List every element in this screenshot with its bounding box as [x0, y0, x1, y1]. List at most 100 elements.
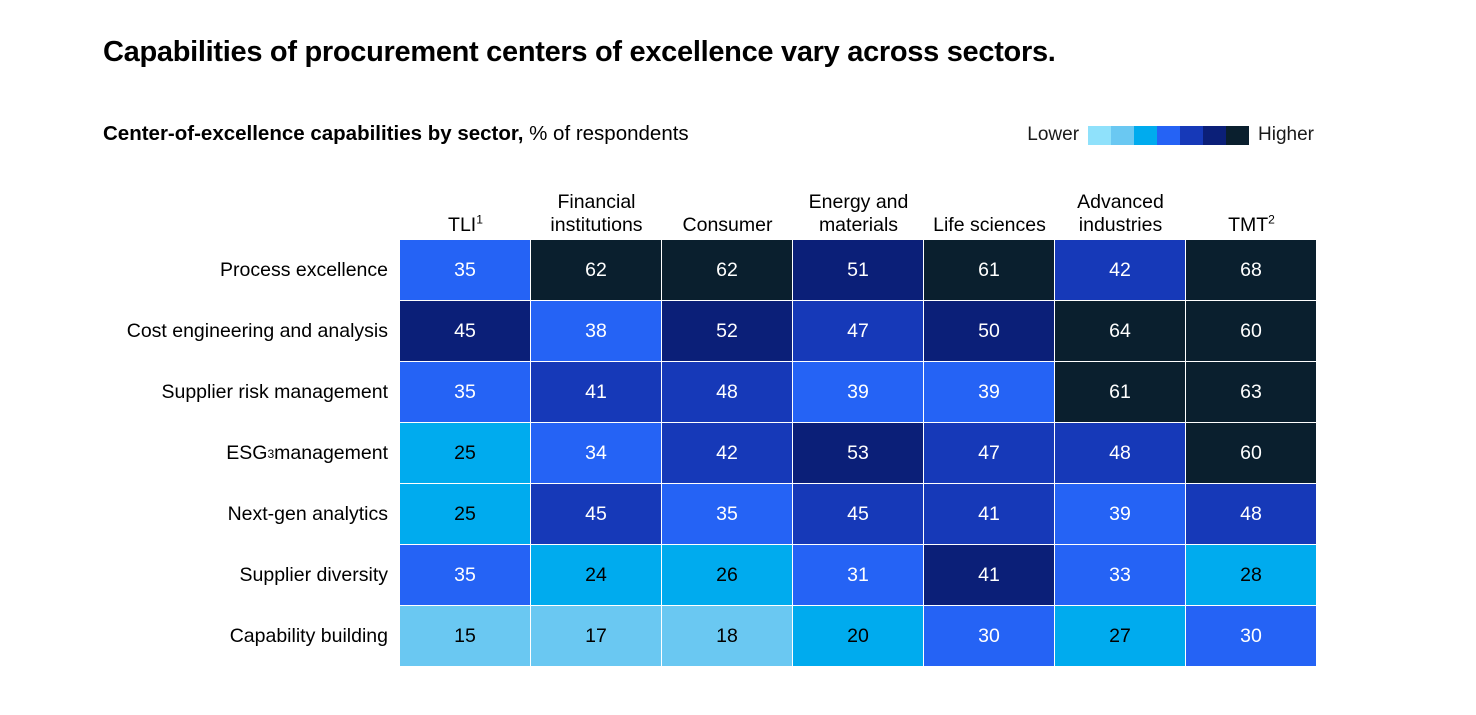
heatmap-cell: 20 — [793, 606, 924, 667]
heatmap-cell: 47 — [924, 423, 1055, 484]
heatmap-row: Process excellence 35 62 62 51 61 42 68 — [103, 240, 1317, 301]
chart-subtitle-light: % of respondents — [523, 122, 689, 145]
column-header-line1: Financial — [557, 191, 636, 213]
heatmap-cell: 62 — [662, 240, 793, 301]
legend-low-label: Lower — [1027, 124, 1080, 145]
heatmap-cell: 60 — [1186, 301, 1317, 362]
column-header-line2: Consumer — [682, 214, 773, 236]
legend-high-label: Higher — [1258, 124, 1314, 145]
heatmap-grid: TLI1 Financial institutions Consumer Energy… — [103, 178, 1317, 667]
heatmap-cell: 48 — [1055, 423, 1186, 484]
legend-swatch-4 — [1157, 125, 1181, 145]
heatmap-cell: 39 — [793, 362, 924, 423]
legend-swatch-2 — [1111, 125, 1135, 145]
heatmap-cell: 35 — [400, 240, 531, 301]
column-header-line2: TMT2 — [1228, 212, 1275, 236]
heatmap-cell: 41 — [924, 545, 1055, 606]
legend-color-scale — [1088, 125, 1250, 145]
row-label-7: Capability building — [229, 625, 388, 647]
column-header-line2: Life sciences — [933, 214, 1046, 236]
column-header-footnote-ref: 1 — [476, 212, 483, 227]
heatmap-cell: 45 — [400, 301, 531, 362]
heatmap-cell: 45 — [531, 484, 662, 545]
heatmap-cell: 35 — [400, 545, 531, 606]
heatmap-cell: 24 — [531, 545, 662, 606]
heatmap-row: Supplier risk management 35 41 48 39 39 61 63 — [103, 362, 1317, 423]
heatmap-cell: 15 — [400, 606, 531, 667]
column-header-5: Life sciences — [924, 178, 1055, 240]
heatmap-cell: 34 — [531, 423, 662, 484]
heatmap-cell: 68 — [1186, 240, 1317, 301]
column-header-line2: institutions — [550, 214, 643, 236]
column-header-line2: materials — [818, 214, 899, 236]
heatmap-cell: 63 — [1186, 362, 1317, 423]
column-header-1: TLI1 — [400, 178, 531, 240]
heatmap-cell: 26 — [662, 545, 793, 606]
legend-swatch-6 — [1203, 125, 1227, 145]
heatmap-cell: 28 — [1186, 545, 1317, 606]
row-label-5: Next-gen analytics — [227, 503, 388, 525]
heatmap-corner-spacer — [103, 178, 400, 240]
column-header-footnote-ref: 2 — [1268, 212, 1275, 227]
heatmap-cell: 39 — [924, 362, 1055, 423]
heatmap-cell: 39 — [1055, 484, 1186, 545]
heatmap-row: Cost engineering and analysis 45 38 52 47 50 6… — [103, 301, 1317, 362]
row-label-6: Supplier diversity — [239, 564, 388, 586]
heatmap-row: Supplier diversity 35 24 26 31 41 33 28 — [103, 545, 1317, 606]
column-header-line1: Advanced — [1077, 191, 1164, 213]
legend-swatch-5 — [1180, 125, 1204, 145]
heatmap-cell: 42 — [662, 423, 793, 484]
heatmap-cell: 51 — [793, 240, 924, 301]
heatmap-cell: 61 — [924, 240, 1055, 301]
heatmap-cell: 52 — [662, 301, 793, 362]
heatmap-cell: 60 — [1186, 423, 1317, 484]
legend-swatch-3 — [1134, 125, 1158, 145]
heatmap-cell: 35 — [662, 484, 793, 545]
heatmap-cell: 48 — [662, 362, 793, 423]
heatmap-cell: 30 — [1186, 606, 1317, 667]
heatmap-row: ESG 3 management 25 34 42 53 47 48 60 — [103, 423, 1317, 484]
legend-swatch-1 — [1088, 125, 1112, 145]
heatmap-cell: 61 — [1055, 362, 1186, 423]
heatmap-cell: 30 — [924, 606, 1055, 667]
column-header-line2: TLI1 — [448, 212, 483, 236]
heatmap-cell: 18 — [662, 606, 793, 667]
column-header-4: Energy and materials — [793, 178, 924, 240]
row-label-1: Process excellence — [220, 259, 388, 281]
row-label-3: Supplier risk management — [161, 381, 388, 403]
chart-subtitle: Center-of-excellence capabilities by sec… — [103, 122, 689, 146]
heatmap-cell: 35 — [400, 362, 531, 423]
heatmap-cell: 41 — [924, 484, 1055, 545]
heatmap-cell: 45 — [793, 484, 924, 545]
heatmap-row: Next-gen analytics 25 45 35 45 41 39 48 — [103, 484, 1317, 545]
heatmap-cell: 25 — [400, 484, 531, 545]
heatmap-cell: 47 — [793, 301, 924, 362]
heatmap-cell: 31 — [793, 545, 924, 606]
page-title: Capabilities of procurement centers of e… — [103, 36, 1056, 68]
heatmap-cell: 53 — [793, 423, 924, 484]
chart-subtitle-bold: Center-of-excellence capabilities by sec… — [103, 122, 524, 145]
legend-swatch-7 — [1226, 125, 1250, 145]
column-header-6: Advanced industries — [1055, 178, 1186, 240]
heatmap-header-row: TLI1 Financial institutions Consumer Energy… — [103, 178, 1317, 240]
heatmap-cell: 17 — [531, 606, 662, 667]
heatmap-cell: 41 — [531, 362, 662, 423]
column-header-line1: Energy and — [808, 191, 909, 213]
heatmap-cell: 38 — [531, 301, 662, 362]
heatmap-cell: 64 — [1055, 301, 1186, 362]
heatmap-cell: 27 — [1055, 606, 1186, 667]
heatmap-cell: 33 — [1055, 545, 1186, 606]
column-header-line2: industries — [1078, 214, 1163, 236]
heatmap-row: Capability building 15 17 18 20 30 27 30 — [103, 606, 1317, 667]
column-header-3: Consumer — [662, 178, 793, 240]
column-header-7: TMT2 — [1186, 178, 1317, 240]
color-legend: Lower Higher — [1027, 124, 1314, 146]
row-label-2: Cost engineering and analysis — [126, 320, 388, 342]
heatmap-cell: 62 — [531, 240, 662, 301]
heatmap-body: Process excellence 35 62 62 51 61 42 68 Cost eng… — [103, 240, 1317, 667]
heatmap-cell: 50 — [924, 301, 1055, 362]
heatmap-cell: 42 — [1055, 240, 1186, 301]
heatmap-cell: 48 — [1186, 484, 1317, 545]
row-label-4: ESG 3 management — [226, 442, 388, 464]
